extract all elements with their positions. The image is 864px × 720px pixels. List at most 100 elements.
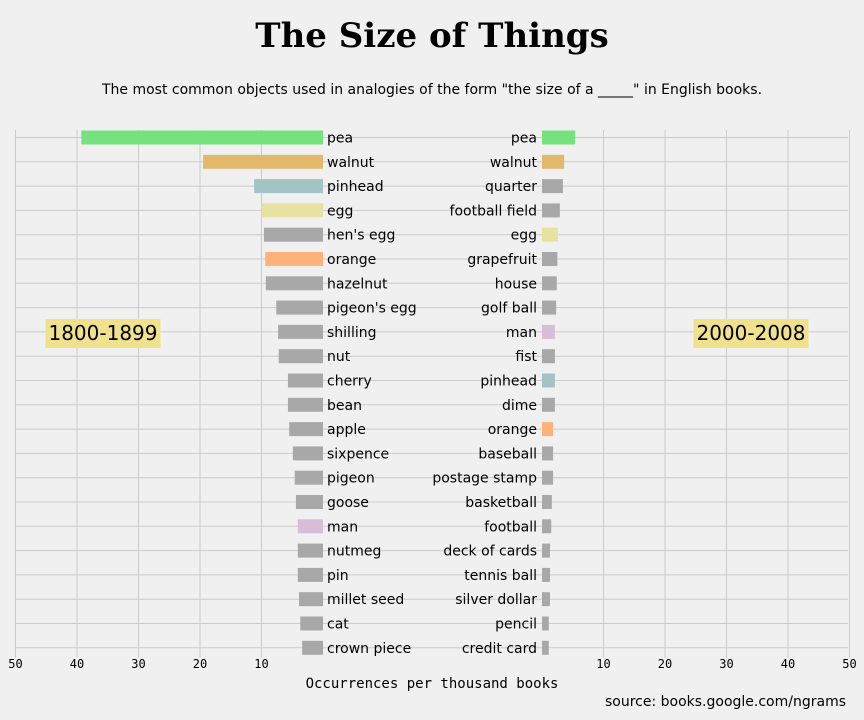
category-label-right: golf ball — [481, 301, 537, 317]
bar-2000-pea — [542, 130, 576, 145]
bar-2000-football-field — [542, 203, 560, 218]
category-label-left: nut — [327, 349, 351, 365]
period-label-left-text: 1800-1899 — [48, 321, 157, 345]
category-label-right: fist — [515, 349, 537, 365]
bar-1800-pinhead — [254, 179, 323, 194]
category-label-right: pea — [511, 131, 537, 147]
period-label-right-text: 2000-2008 — [696, 321, 805, 345]
bar-2000-deck-of-cards — [542, 543, 550, 558]
category-label-right: football — [484, 519, 537, 535]
period-label-left: 1800-1899 — [45, 319, 161, 348]
category-label-left: walnut — [327, 155, 375, 171]
category-label-left: hen's egg — [327, 228, 395, 244]
chart-subtitle: The most common objects used in analogie… — [101, 82, 762, 98]
category-label-left: pigeon's egg — [327, 301, 417, 317]
bar-2000-baseball — [542, 446, 554, 461]
category-label-right: pencil — [495, 617, 537, 633]
x-axis-label: Occurrences per thousand books — [306, 676, 559, 692]
bar-layer — [81, 130, 576, 655]
bar-2000-house — [542, 276, 557, 291]
category-label-right: walnut — [490, 155, 538, 171]
bar-1800-millet-seed — [299, 592, 323, 607]
x-tick-label-left: 20 — [193, 657, 207, 671]
category-label-right: grapefruit — [467, 252, 537, 268]
bar-1800-egg — [261, 203, 323, 218]
category-label-right: dime — [502, 398, 537, 414]
x-tick-label-right: 30 — [719, 657, 733, 671]
category-label-left: egg — [327, 203, 353, 219]
category-label-right: pinhead — [480, 374, 537, 390]
category-label-right: deck of cards — [443, 544, 537, 560]
category-label-left: sixpence — [327, 446, 389, 462]
bar-1800-pigeon — [294, 470, 323, 485]
category-label-right: orange — [488, 422, 537, 438]
category-label-left: pigeon — [327, 471, 375, 487]
bar-1800-cherry — [287, 373, 323, 388]
x-tick-label-left: 40 — [70, 657, 84, 671]
category-label-left: apple — [327, 422, 366, 438]
grid-layer — [15, 130, 850, 658]
bar-1800-apple — [289, 422, 323, 437]
bar-2000-man — [542, 324, 555, 339]
bar-2000-egg — [542, 227, 558, 242]
bar-1800-nut — [278, 349, 323, 364]
bar-1800-cat — [300, 616, 323, 631]
category-label-left: shilling — [327, 325, 377, 341]
category-label-right: football field — [450, 203, 537, 219]
bar-2000-postage-stamp — [542, 470, 554, 485]
x-tick-label-right: 10 — [596, 657, 610, 671]
category-label-left: man — [327, 519, 358, 535]
bar-1800-nutmeg — [297, 543, 323, 558]
bar-1800-shilling — [278, 324, 323, 339]
bar-1800-pin — [297, 567, 323, 582]
x-tick-label-left: 30 — [131, 657, 145, 671]
bar-2000-grapefruit — [542, 252, 558, 266]
bar-2000-tennis-ball — [542, 567, 550, 582]
bar-1800-man — [297, 519, 323, 534]
bar-1800-bean — [287, 397, 323, 412]
category-label-right: house — [495, 276, 537, 292]
source-note: source: books.google.com/ngrams — [605, 694, 846, 710]
x-tick-label-left: 10 — [254, 657, 268, 671]
bar-1800-walnut — [203, 154, 323, 169]
category-label-right: tennis ball — [464, 568, 537, 584]
bar-2000-walnut — [542, 154, 565, 169]
category-label-left: millet seed — [327, 592, 404, 608]
bar-2000-quarter — [542, 179, 563, 194]
category-label-left: crown piece — [327, 641, 411, 657]
category-label-left: orange — [327, 252, 376, 268]
period-label-left-box — [45, 319, 161, 348]
bar-1800-hazelnut — [265, 276, 323, 291]
bar-1800-goose — [295, 495, 323, 509]
chart-title: The Size of Things — [255, 16, 608, 56]
category-label-left: cat — [327, 617, 349, 633]
period-label-right: 2000-2008 — [693, 319, 809, 348]
category-label-left: nutmeg — [327, 544, 381, 560]
bar-2000-basketball — [542, 495, 552, 509]
category-label-left: pinhead — [327, 179, 384, 195]
bar-1800-pigeon-s-egg — [276, 300, 323, 315]
bar-2000-golf-ball — [542, 300, 557, 315]
bar-2000-football — [542, 519, 552, 534]
category-label-right: egg — [511, 228, 537, 244]
x-tick-label-right: 20 — [658, 657, 672, 671]
category-label-right: credit card — [462, 641, 537, 657]
category-label-right: man — [506, 325, 537, 341]
period-label-right-box — [693, 319, 809, 348]
bar-2000-pinhead — [542, 373, 555, 388]
bar-1800-hen-s-egg — [263, 227, 323, 242]
bar-2000-pencil — [542, 616, 549, 631]
category-label-right: silver dollar — [455, 592, 537, 608]
category-label-left: hazelnut — [327, 276, 388, 292]
bar-1800-crown-piece — [302, 640, 323, 655]
bar-2000-fist — [542, 349, 555, 364]
x-tick-label-right: 50 — [842, 657, 856, 671]
bar-2000-orange — [542, 422, 554, 437]
category-label-left: goose — [327, 495, 369, 511]
category-label-left: pea — [327, 131, 353, 147]
category-label-right: quarter — [485, 179, 537, 195]
text-layer: The Size of Things The most common objec… — [8, 16, 856, 710]
category-label-left: cherry — [327, 374, 372, 390]
